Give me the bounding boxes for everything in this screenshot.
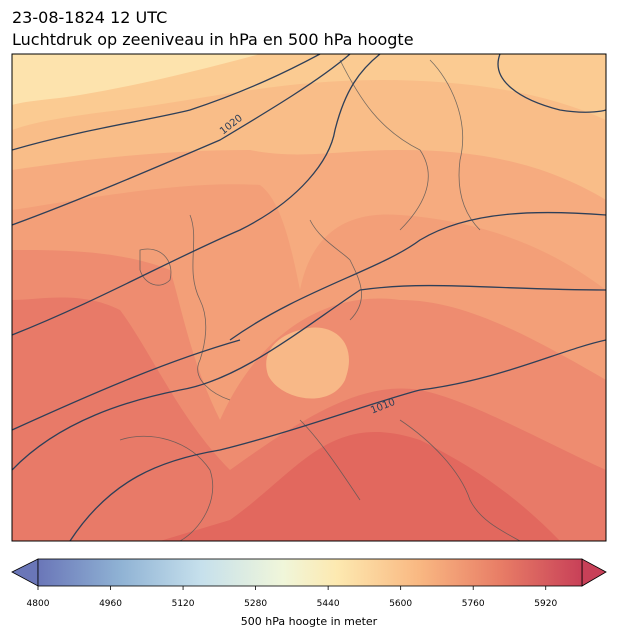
colorbar-tick-label: 5760	[462, 599, 485, 609]
colorbar-extend-high	[581, 558, 607, 587]
colorbar-tick-label: 4960	[99, 599, 122, 609]
title-line: 23-08-1824 12 UTC	[12, 8, 168, 27]
colorbar-tick-label: 5280	[244, 599, 267, 609]
colorbar-extend-low	[11, 558, 39, 587]
title-line: Luchtdruk op zeeniveau in hPa en 500 hPa…	[12, 30, 414, 49]
colorbar-tick-label: 5920	[534, 599, 557, 609]
colorbar-tick-label: 5600	[389, 599, 412, 609]
map-fill: 1020 1010	[12, 54, 606, 541]
colorbar-body	[37, 558, 583, 587]
colorbar-tick-label: 4800	[27, 599, 50, 609]
colorbar-label: 500 hPa hoogte in meter	[241, 615, 378, 628]
colorbar-tick-label: 5120	[172, 599, 195, 609]
colorbar	[11, 558, 607, 587]
map-frame	[11, 53, 607, 542]
colorbar-tick-label: 5440	[317, 599, 340, 609]
